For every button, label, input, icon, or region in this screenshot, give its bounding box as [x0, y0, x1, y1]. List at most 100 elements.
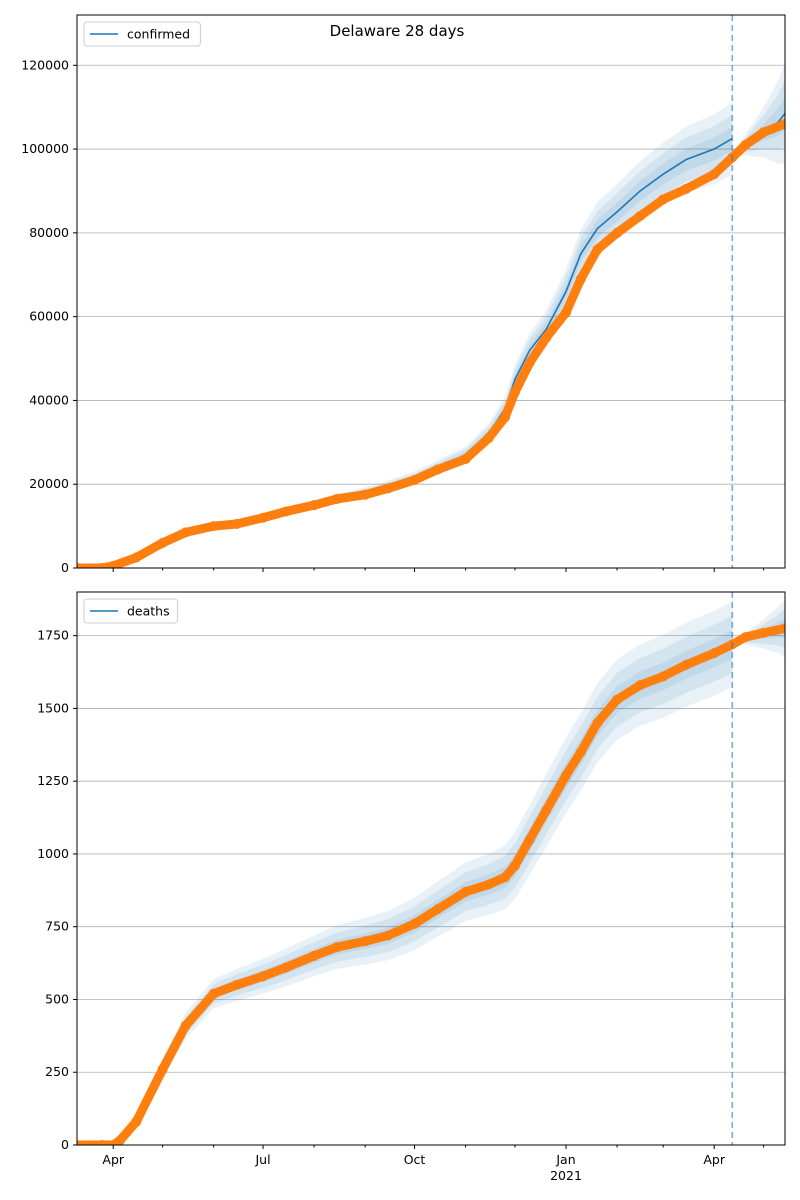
observed-point — [658, 194, 669, 205]
observed-point — [180, 1020, 191, 1031]
y-tick-label: 80000 — [29, 225, 69, 240]
x-tick-label: Oct — [404, 1152, 426, 1167]
observed-point — [231, 979, 242, 990]
projection-band-3 — [732, 63, 785, 164]
legend: deaths — [83, 598, 179, 624]
projection-band-3 — [732, 599, 785, 658]
confidence-band-3 — [77, 601, 733, 1145]
observed-point — [635, 211, 646, 222]
confidence-band-1 — [77, 126, 733, 568]
y-tick-label: 750 — [45, 919, 69, 934]
observed-point — [96, 563, 107, 568]
axes-frame — [76, 14, 786, 569]
legend-box — [83, 598, 179, 624]
observed-point — [592, 717, 603, 728]
observed-point — [780, 623, 785, 634]
confidence-band-1 — [77, 630, 733, 1145]
observed-point — [709, 648, 720, 659]
observed-point — [524, 834, 535, 845]
observed-point — [658, 671, 669, 682]
panel-deaths: 0 250 500 750 1000 1250 1500 1750 deaths — [37, 591, 786, 1152]
y-tick-label: 40000 — [29, 392, 69, 407]
observed-point — [432, 904, 443, 915]
y-tick-label: 0 — [61, 1137, 69, 1152]
y-tick-label: 0 — [61, 560, 69, 575]
observed-point — [231, 519, 242, 530]
observed-point — [281, 506, 292, 517]
observed-point — [460, 886, 471, 897]
observed-point — [541, 332, 552, 343]
observed-point — [500, 872, 511, 883]
x-tick-sublabel: 2021 — [550, 1168, 582, 1183]
observed-point — [524, 357, 535, 368]
plot-area — [77, 63, 785, 568]
observed-point — [740, 139, 751, 150]
observed-point — [208, 988, 219, 999]
x-tick-label: Apr — [703, 1152, 725, 1167]
x-tick-label: Apr — [102, 1152, 124, 1167]
observed-point — [483, 879, 494, 890]
y-tick-label: 120000 — [21, 57, 69, 72]
observed-point — [758, 627, 769, 638]
observed-point — [332, 942, 343, 953]
observed-point — [561, 307, 572, 318]
observed-point — [131, 1116, 142, 1127]
x-tick-label: Jan — [555, 1152, 575, 1167]
observed-point — [258, 512, 269, 523]
y-tick-label: 1250 — [37, 773, 69, 788]
observed-point — [758, 127, 769, 138]
observed-point — [360, 936, 371, 947]
observed-point — [709, 169, 720, 180]
y-tick-label: 500 — [45, 991, 69, 1006]
figure-title: Delaware 28 days — [330, 22, 465, 40]
axes-frame — [76, 591, 786, 1146]
observed-point — [208, 521, 219, 532]
observed-point — [409, 918, 420, 929]
observed-point — [575, 273, 586, 284]
observed-point — [180, 527, 191, 538]
observed-point — [681, 183, 692, 194]
observed-point — [157, 537, 168, 548]
observed-point — [281, 962, 292, 973]
observed-point — [432, 464, 443, 475]
y-tick-label: 1500 — [37, 700, 69, 715]
plot-area — [77, 599, 785, 1145]
y-tick-label: 250 — [45, 1064, 69, 1079]
observed-point — [157, 1064, 168, 1075]
observed-point — [409, 475, 420, 486]
observed-point — [383, 483, 394, 494]
x-tick-label: Jul — [255, 1152, 271, 1167]
observed-point — [612, 694, 623, 705]
observed-point — [77, 563, 82, 568]
confidence-band-2 — [77, 114, 733, 568]
legend-box — [83, 21, 201, 47]
observed-point — [612, 227, 623, 238]
observed-point — [740, 632, 751, 643]
observed-point — [483, 433, 494, 444]
observed-series-confirmed — [77, 119, 785, 568]
projection-band-2 — [732, 79, 785, 158]
confidence-band-3 — [77, 102, 733, 568]
observed-point — [96, 1140, 107, 1145]
legend: confirmed — [83, 21, 201, 47]
observed-point — [309, 500, 320, 511]
panel-confirmed: 0 20000 40000 60000 80000 100000 120000 confirm… — [21, 14, 786, 575]
observed-point — [131, 552, 142, 563]
observed-point — [114, 1135, 125, 1145]
observed-point — [258, 971, 269, 982]
observed-point — [500, 412, 511, 423]
observed-point — [460, 454, 471, 465]
observed-point — [509, 387, 520, 398]
observed-point — [635, 680, 646, 691]
y-tick-label: 60000 — [29, 309, 69, 324]
observed-point — [681, 659, 692, 670]
y-tick-label: 1000 — [37, 846, 69, 861]
confidence-band-2 — [77, 615, 733, 1145]
legend-label: deaths — [127, 604, 170, 619]
y-tick-label: 20000 — [29, 476, 69, 491]
observed-point — [780, 118, 785, 129]
y-tick-label: 100000 — [21, 141, 69, 156]
observed-point — [383, 930, 394, 941]
